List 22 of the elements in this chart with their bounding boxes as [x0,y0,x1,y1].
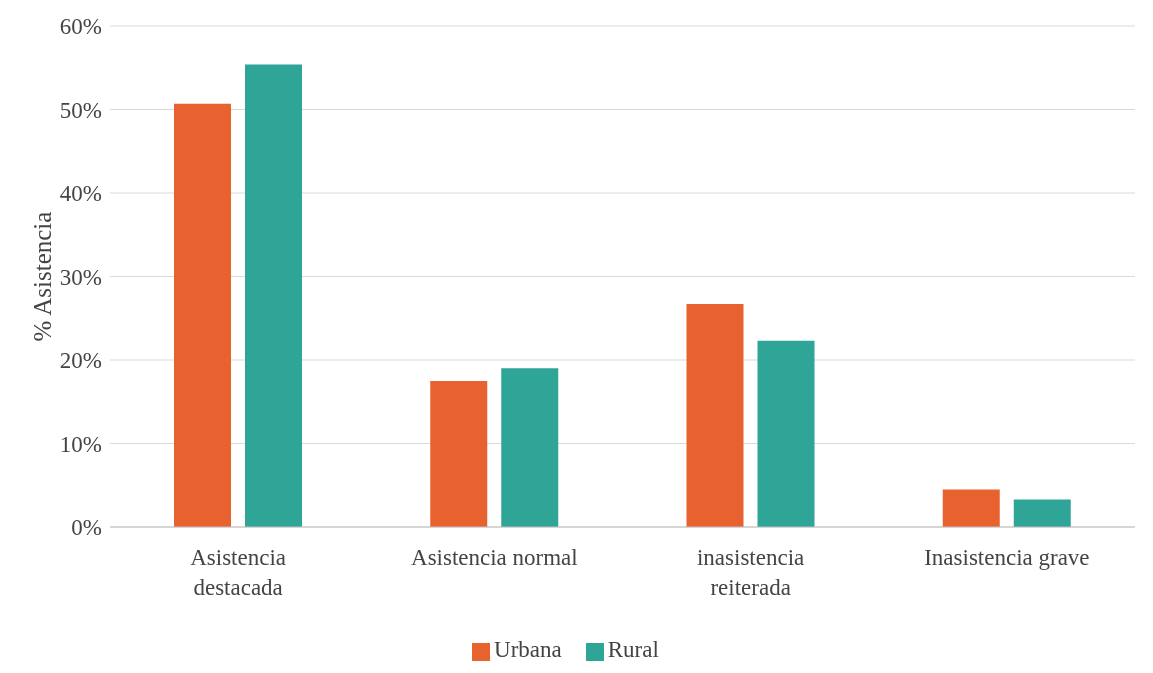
bar [1013,499,1071,527]
y-tick-label: 30% [59,264,102,290]
bar [430,380,488,527]
legend-label: Rural [607,637,659,662]
y-axis-title: % Asistencia [28,211,56,342]
bar [501,368,559,527]
bar [942,489,1000,527]
legend-label: Urbana [494,637,562,662]
y-tick-label: 50% [59,97,102,123]
x-tick-label: Asistencia destacada [190,545,287,600]
x-tick-label: Inasistencia grave [924,545,1090,570]
y-tick-label: 40% [59,181,102,207]
y-tick-label: 10% [59,431,102,457]
bar [174,103,231,527]
y-tick-label: 0% [71,515,102,541]
bar [686,304,744,527]
x-tick-label: inasistencia reiterada [696,545,805,600]
bar [245,64,302,527]
bar [757,340,815,527]
y-tick-label: 20% [59,348,102,374]
y-tick-label: 60% [59,14,102,40]
x-tick-label: Asistencia normal [411,545,578,570]
